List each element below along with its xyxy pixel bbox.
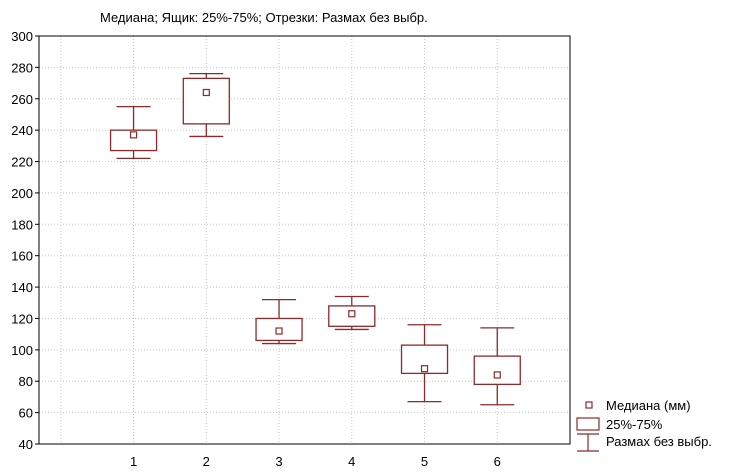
median-marker bbox=[129, 131, 138, 139]
iqr-box bbox=[182, 77, 230, 125]
x-axis: 1 2 3 4 5 6 bbox=[130, 454, 501, 469]
box-plot-item bbox=[182, 73, 230, 138]
y-tick-label: 260 bbox=[11, 92, 33, 107]
legend-item-median: Медиана (мм) bbox=[585, 398, 691, 413]
y-tick-label: 60 bbox=[19, 406, 33, 421]
median-marker bbox=[202, 88, 210, 97]
y-tick-label: 140 bbox=[11, 280, 33, 295]
box-plot-item bbox=[255, 298, 303, 345]
iqr-box bbox=[109, 129, 158, 152]
y-tick-label: 180 bbox=[11, 217, 33, 232]
legend-item-whisker: Размах без выбр. bbox=[577, 433, 712, 452]
y-tick-label: 100 bbox=[11, 343, 33, 358]
x-tick-label: 6 bbox=[494, 454, 501, 469]
legend-box-symbol bbox=[576, 417, 600, 431]
y-tick-label: 280 bbox=[11, 60, 33, 75]
y-tick-label: 80 bbox=[19, 374, 33, 389]
legend-label: Медиана (мм) bbox=[606, 398, 691, 413]
x-tick-label: 5 bbox=[421, 454, 428, 469]
legend-label: Размах без выбр. bbox=[606, 434, 712, 449]
y-tick-label: 300 bbox=[11, 29, 33, 44]
legend-median-symbol bbox=[585, 401, 593, 409]
legend: Медиана (мм) 25%-75% Размах без выбр. bbox=[576, 398, 712, 452]
y-axis: 40 60 80 100 120 140 160 180 200 220 240 260 280 300 bbox=[11, 29, 39, 452]
x-tick-label: 4 bbox=[348, 454, 355, 469]
box-series bbox=[109, 73, 521, 406]
box-plot-item bbox=[473, 327, 521, 406]
x-tick-label: 2 bbox=[203, 454, 210, 469]
median-marker bbox=[420, 365, 429, 373]
y-tick-label: 120 bbox=[11, 311, 33, 326]
chart-title: Медиана; Ящик: 25%-75%; Отрезки: Размах … bbox=[100, 10, 428, 25]
y-tick-label: 240 bbox=[11, 123, 33, 138]
median-marker bbox=[275, 327, 283, 335]
y-tick-label: 200 bbox=[11, 186, 33, 201]
median-marker bbox=[348, 310, 356, 318]
plot-area-frame bbox=[38, 35, 571, 445]
legend-label: 25%-75% bbox=[606, 417, 663, 432]
box-plot-item bbox=[400, 324, 449, 403]
legend-item-box: 25%-75% bbox=[576, 417, 663, 432]
median-marker bbox=[493, 371, 501, 379]
y-tick-label: 220 bbox=[11, 155, 33, 170]
y-tick-label: 40 bbox=[19, 437, 33, 452]
x-tick-label: 1 bbox=[130, 454, 137, 469]
box-plot-item bbox=[328, 295, 376, 331]
x-tick-label: 3 bbox=[275, 454, 282, 469]
iqr-box bbox=[473, 355, 521, 386]
y-tick-label: 160 bbox=[11, 249, 33, 264]
box-plot-item bbox=[109, 105, 158, 160]
